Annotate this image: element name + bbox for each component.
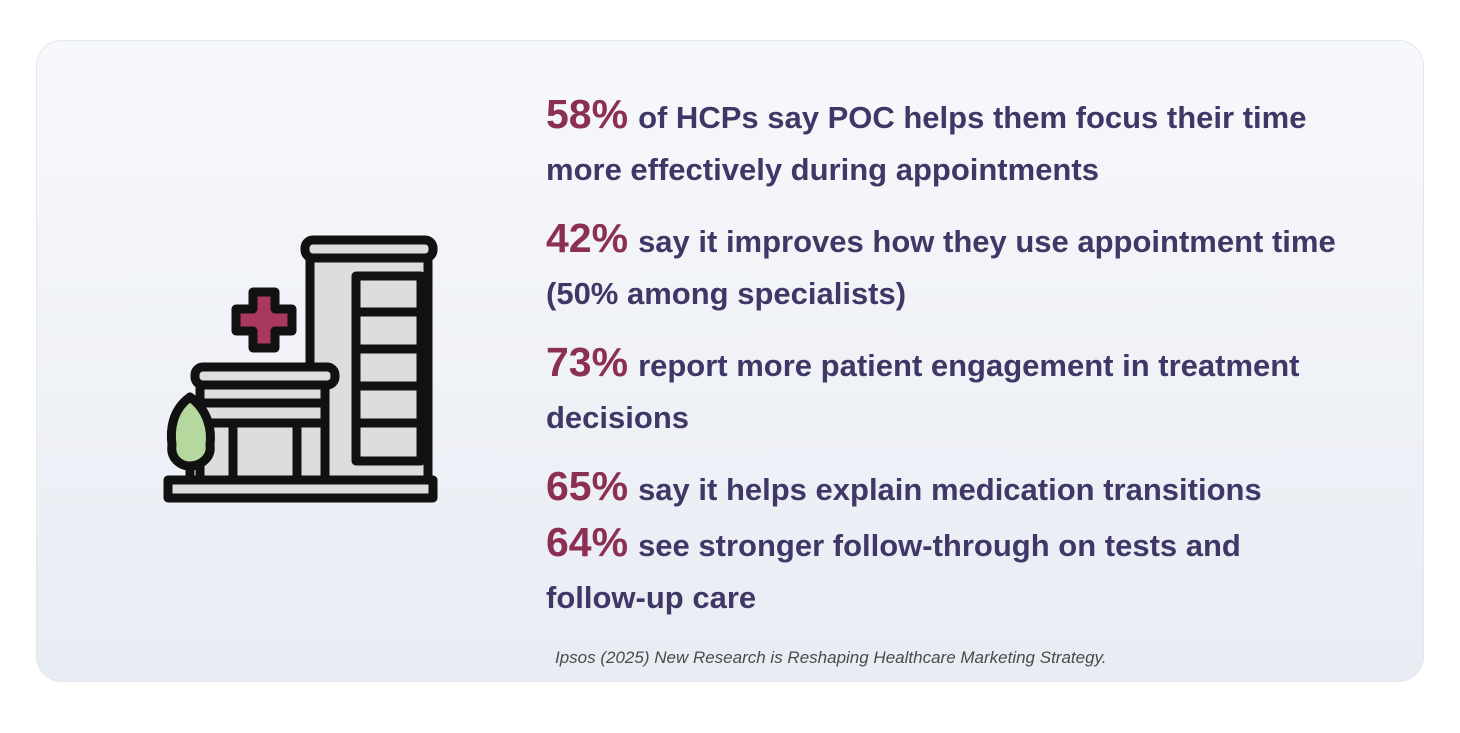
stat-text: see stronger follow-through on tests and… — [546, 528, 1241, 615]
stats-list: 58% of HCPs say POC helps them focus thei… — [546, 88, 1346, 640]
hospital-icon — [163, 235, 438, 503]
citation: Ipsos (2025) New Research is Reshaping H… — [555, 648, 1107, 667]
stat-item: 65% say it helps explain medication trans… — [546, 460, 1346, 516]
stat-item: 64% see stronger follow-through on tests … — [546, 516, 1346, 624]
stat-item: 42% say it improves how they use appointm… — [546, 212, 1346, 320]
stat-text: say it improves how they use appointment… — [546, 224, 1336, 311]
stat-text: of HCPs say POC helps them focus their t… — [546, 100, 1307, 187]
stat-percent: 73% — [546, 339, 629, 385]
stat-percent: 58% — [546, 91, 629, 137]
stat-item: 73% report more patient engagement in tre… — [546, 336, 1346, 444]
stat-item: 58% of HCPs say POC helps them focus thei… — [546, 88, 1346, 196]
stat-text: say it helps explain medication transiti… — [638, 472, 1262, 507]
stat-text: report more patient engagement in treatm… — [546, 348, 1300, 435]
stat-percent: 64% — [546, 519, 629, 565]
card — [36, 40, 1424, 682]
stat-percent: 42% — [546, 215, 629, 261]
stat-percent: 65% — [546, 463, 629, 509]
